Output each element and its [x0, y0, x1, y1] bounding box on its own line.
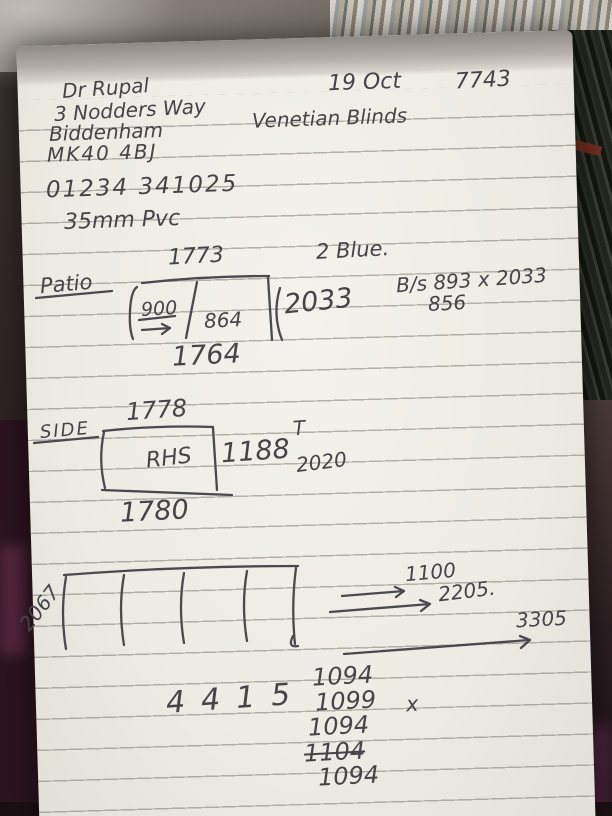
side-height: 1188: [220, 433, 291, 470]
patio-top-width: 1773: [167, 242, 225, 271]
bay-dim-2: 2205.: [436, 575, 497, 607]
background-jacket-highlight: [0, 545, 26, 655]
reference-number: 7743: [454, 66, 512, 95]
bay-dim-3: 3305: [515, 605, 568, 633]
bay-diagram: [61, 564, 532, 656]
slat-spec: 35mm Pvc: [63, 205, 181, 236]
right-arrow-icon: [340, 585, 406, 599]
patio-bottom-width: 1764: [171, 338, 242, 373]
bay-col-value-5: 1094: [317, 760, 380, 792]
side-diagram: [32, 425, 234, 497]
side-top-width: 1778: [125, 393, 188, 427]
patio-title: Patio: [39, 269, 94, 299]
side-t-value: 2020: [294, 446, 349, 478]
bay-col-value-3: 1094: [307, 710, 370, 742]
side-t-label: T: [292, 415, 307, 441]
bay-col-mark: x: [405, 691, 420, 717]
right-arrow-icon: [328, 598, 432, 614]
side-bottom-width: 1780: [119, 494, 190, 529]
product: Venetian Blinds: [251, 103, 408, 133]
patio-diagram: [34, 274, 284, 342]
date: 19 Oct: [327, 68, 402, 97]
patio-panel1-width: 900: [140, 297, 178, 321]
patio-height: 2033: [282, 282, 355, 321]
quantity-note: 2 Blue.: [315, 236, 390, 264]
blind-alt-width: 856: [427, 290, 467, 316]
side-panel-label: RHS: [144, 443, 194, 474]
right-arrow-icon: [342, 634, 532, 656]
patio-panel2-width: 864: [203, 307, 243, 333]
side-title: SIDE: [39, 417, 91, 444]
right-arrow-icon: [140, 322, 172, 336]
postcode: MK40 4BJ: [46, 139, 158, 167]
